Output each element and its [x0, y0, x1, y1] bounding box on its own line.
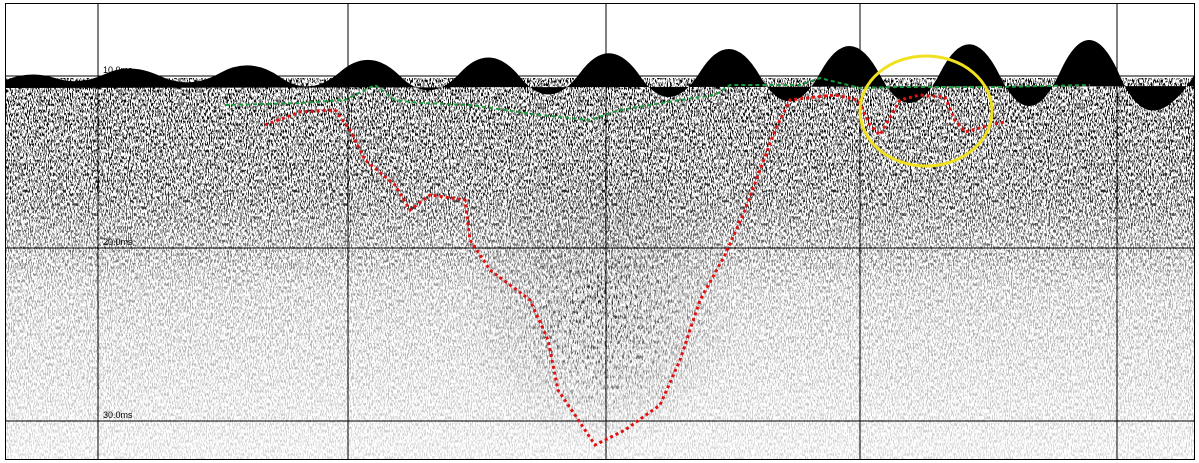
grid	[6, 3, 1195, 460]
time-label: 30.0ms	[103, 410, 133, 420]
frame	[5, 3, 1195, 460]
time-label: 20.0ms	[103, 237, 133, 247]
seafloor	[6, 39, 1195, 111]
time-label: 10.0ms	[103, 65, 133, 75]
green-horizon	[224, 76, 1091, 122]
highlight-circle	[858, 54, 994, 168]
red-channel-outline	[264, 93, 1006, 447]
wedge-noise	[6, 78, 1195, 460]
